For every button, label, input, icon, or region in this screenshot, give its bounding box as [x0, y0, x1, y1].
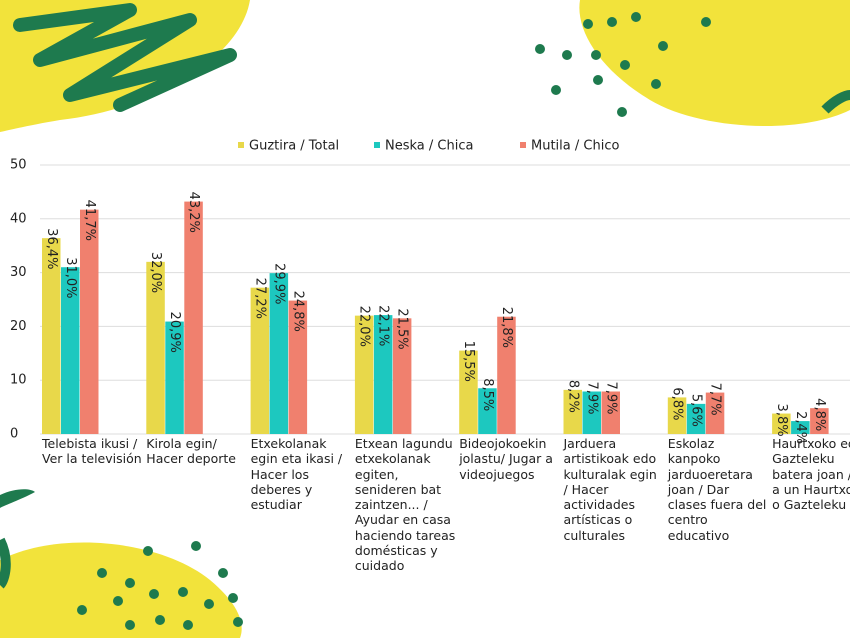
bar — [601, 391, 620, 434]
x-tick-label: Telebista ikusi / Ver la televisión — [42, 436, 142, 467]
bar — [184, 201, 203, 434]
bar — [810, 408, 829, 434]
y-tick-label: 10 — [10, 373, 27, 388]
y-tick-label: 30 — [10, 265, 27, 280]
bar — [146, 261, 165, 434]
bar — [80, 209, 99, 434]
value-label: 3,8% — [774, 404, 789, 437]
x-tick-label: Kirola egin/ Hacer deporte — [146, 436, 236, 467]
value-label: 4,8% — [812, 398, 827, 431]
bar — [269, 273, 289, 434]
bar — [373, 315, 393, 434]
legend-label: Guztira / Total — [249, 139, 339, 154]
bar — [250, 287, 270, 434]
value-label: 8,2% — [565, 380, 580, 413]
value-label: 15,5% — [461, 341, 476, 382]
y-tick-label: 50 — [10, 158, 27, 173]
value-label: 8,5% — [480, 378, 495, 411]
x-tick-label: Eskolaz kanpoko jarduoeretara joan / Dar… — [667, 436, 767, 543]
value-label: 43,2% — [186, 192, 201, 233]
value-label: 5,6% — [689, 394, 704, 427]
value-label: 20,9% — [167, 312, 182, 353]
value-label: 32,0% — [148, 252, 163, 293]
value-label: 22,0% — [357, 306, 372, 347]
bar — [459, 350, 478, 434]
value-label: 7,9% — [584, 381, 599, 414]
y-tick-label: 0 — [10, 427, 18, 442]
value-label: 7,9% — [603, 381, 618, 414]
value-label: 29,9% — [271, 263, 286, 304]
bar — [354, 315, 374, 434]
value-label: 21,5% — [395, 308, 410, 349]
bar — [497, 316, 516, 434]
x-tick-label: Jarduera artistikoak edo kulturalak egin… — [563, 436, 657, 543]
legend-swatch — [520, 142, 526, 148]
bar — [705, 392, 725, 434]
value-label: 24,8% — [290, 291, 305, 332]
value-label: 27,2% — [252, 278, 267, 319]
value-label: 31,0% — [63, 257, 78, 298]
value-label: 7,7% — [708, 383, 723, 416]
bar — [563, 389, 582, 434]
bar — [582, 391, 601, 434]
y-tick-label: 40 — [10, 211, 27, 226]
y-tick-label: 20 — [10, 319, 27, 334]
bar — [165, 321, 184, 434]
bar — [478, 388, 497, 434]
value-label: 41,7% — [82, 200, 97, 241]
value-label: 21,8% — [499, 307, 514, 348]
legend-label: Mutila / Chico — [531, 139, 619, 154]
x-tick-label: Etxean lagundu etxekolanak egiten, senid… — [354, 436, 456, 574]
value-label: 36,4% — [44, 228, 59, 269]
value-label: 6,8% — [670, 387, 685, 420]
legend-swatch — [374, 142, 380, 148]
bar — [791, 421, 810, 434]
bar — [42, 238, 61, 434]
x-tick-label: Haurtxoko edo Gazteleku batera joan / Ir… — [772, 436, 850, 513]
bar — [686, 403, 706, 434]
legend-label: Neska / Chica — [385, 139, 473, 154]
bar — [61, 267, 80, 434]
bar — [772, 413, 791, 434]
value-label: 2,4% — [793, 411, 808, 444]
bar — [667, 397, 687, 434]
bar — [288, 300, 308, 434]
legend-swatch — [238, 142, 244, 148]
value-label: 22,1% — [376, 305, 391, 346]
bar — [392, 318, 412, 434]
x-tick-label: Etxekolanak egin eta ikasi / Hacer los d… — [250, 436, 343, 513]
x-tick-label: Bideojokoekin jolastu/ Jugar a videojueg… — [459, 436, 553, 482]
